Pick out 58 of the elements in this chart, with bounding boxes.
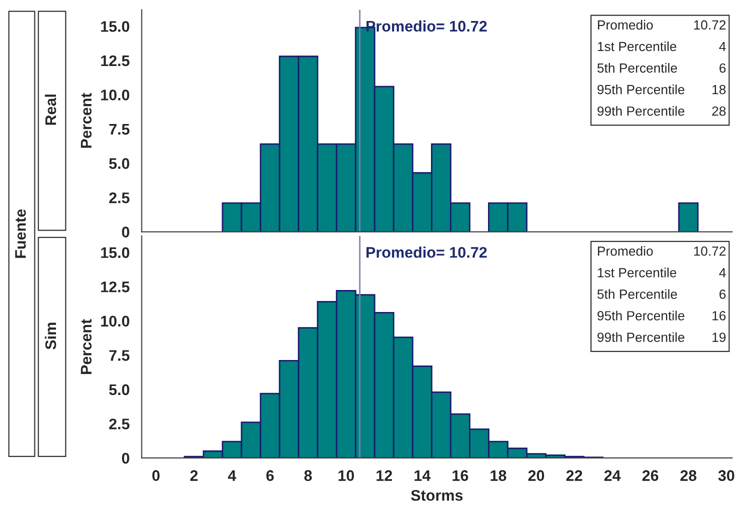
annotation: 10.72 — [694, 246, 726, 256]
y-tick-label: 2.5 — [109, 192, 130, 204]
annotation: 10.72 — [694, 20, 726, 30]
x-tick-label: 28 — [680, 470, 696, 481]
ref-line-label: Promedio= 10.72 — [366, 20, 487, 32]
y-tick-label: 2.5 — [109, 418, 130, 430]
annotation: 5th Percentile — [597, 289, 677, 299]
annotation: Promedio — [598, 20, 653, 30]
annotation: 1st Percentile — [598, 41, 676, 52]
x-tick-label: 2 — [190, 470, 198, 481]
x-tick-label: 10 — [338, 470, 354, 481]
y-tick-label: 15.0 — [101, 21, 130, 32]
y-tick-label: 12.5 — [101, 282, 130, 292]
annotation: 6 — [720, 63, 726, 73]
x-tick-label: 30 — [718, 470, 734, 482]
y-tick-label: 10.0 — [101, 316, 130, 327]
x-tick-label: 12 — [376, 470, 392, 481]
y-tick-label: 7.5 — [109, 350, 130, 361]
x-tick-label: 16 — [452, 470, 468, 481]
x-tick-label: 18 — [490, 470, 506, 481]
annotation: 95th Percentile — [598, 310, 684, 320]
y-tick-label: 15.0 — [101, 247, 130, 258]
x-tick-label: 8 — [304, 470, 312, 481]
annotation: 4 — [719, 268, 726, 278]
x-tick-label: 20 — [528, 470, 544, 481]
text: Real — [44, 94, 56, 125]
annotation: 95th Percentile — [598, 84, 684, 94]
x-tick-label: 22 — [566, 470, 582, 481]
y-axis-title: Percent — [80, 319, 92, 374]
y-tick-label: 7.5 — [109, 124, 130, 135]
annotation: 1st Percentile — [598, 268, 676, 278]
y-tick-label: 5.0 — [109, 158, 130, 169]
annotation: 19 — [712, 332, 726, 342]
x-tick-label: 4 — [228, 470, 236, 481]
y-tick-label: 5.0 — [109, 384, 130, 396]
x-tick-label: 24 — [604, 470, 621, 481]
y-axis-title: Percent — [80, 92, 92, 148]
annotation: 99th Percentile — [598, 332, 684, 342]
x-tick-label: 26 — [642, 470, 658, 481]
y-tick-label: 12.5 — [101, 55, 130, 66]
y-tick-label: 10.0 — [101, 90, 130, 100]
annotation: 6 — [720, 290, 726, 299]
legend-title: Fuente — [15, 209, 26, 258]
x-tick-label: 14 — [414, 470, 431, 481]
y-tick-label: 0 — [122, 226, 130, 238]
x-tick-label: 0 — [152, 470, 160, 481]
annotation: 99th Percentile — [598, 106, 684, 116]
ref-line-label: Promedio= 10.72 — [366, 246, 487, 258]
annotation: 16 — [712, 311, 726, 320]
x-tick-label: 6 — [266, 470, 274, 481]
annotation: 5th Percentile — [597, 63, 677, 73]
annotation: 28 — [712, 106, 726, 116]
x-axis-title: Storms — [411, 490, 463, 501]
text: Sim — [44, 322, 56, 350]
annotation: Promedio — [598, 246, 653, 256]
annotation: 18 — [712, 84, 726, 94]
y-tick-label: 0 — [122, 452, 130, 464]
annotation: 4 — [719, 42, 726, 52]
